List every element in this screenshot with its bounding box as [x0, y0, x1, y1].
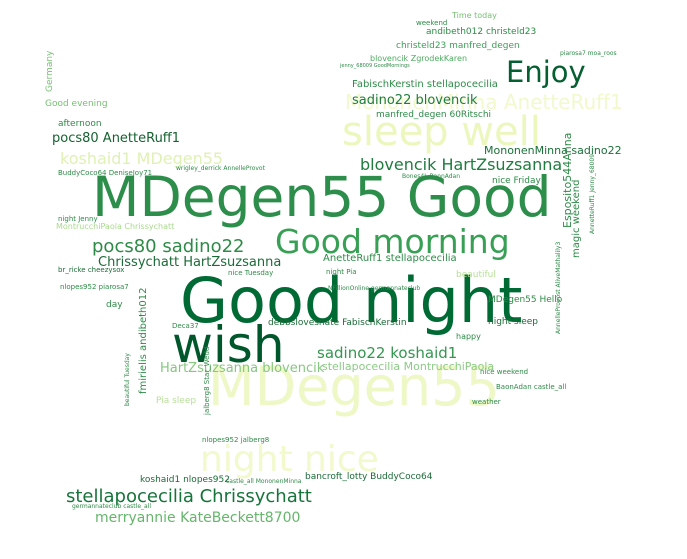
word: Good night	[180, 264, 523, 337]
word: night sleep	[488, 317, 538, 327]
word: pocs80 sadino22	[92, 236, 245, 257]
word: happy	[456, 332, 481, 341]
word: jenny_68009 GoodMornings	[340, 63, 410, 69]
word: nlopes952 jalberg8	[202, 436, 270, 444]
word: nice Tuesday	[228, 269, 274, 277]
word: HartZsuzsanna blovencik	[160, 361, 325, 376]
word: Deca37	[172, 322, 199, 330]
word: Pia sleep	[156, 396, 197, 406]
word: andibeth012 christeld23	[426, 27, 537, 37]
word: weather	[472, 398, 501, 406]
word: nlopes952 piarosa7	[60, 283, 129, 291]
word: wish	[172, 316, 285, 374]
word: FabischKerstin stellapocecilia	[352, 79, 498, 90]
word: night nice	[200, 439, 379, 480]
word: Good morning	[275, 222, 510, 261]
word: Time today	[452, 11, 497, 20]
word: MononenMinna AnetteRuff1	[345, 90, 623, 114]
word: MontrucchiPaola Chrissychatt	[56, 222, 175, 231]
word: sadino22 blovencik	[352, 93, 478, 108]
word: BaonAdan castle_all	[496, 383, 567, 391]
word: beautiful Tuesday	[124, 353, 131, 406]
word: night Jenny	[58, 215, 98, 223]
word: Enjoy	[506, 55, 586, 89]
word: merryannie KateBeckett8700	[95, 510, 301, 526]
word: BuddyCoco64 DeniseJoy71	[58, 169, 153, 177]
word: weekend	[416, 19, 448, 27]
word: germannateclub castle_all	[72, 503, 152, 510]
word: piarosa7 moa_roos	[560, 50, 617, 57]
word: Germany	[45, 50, 55, 92]
word: night Pia	[326, 268, 357, 276]
word: stellapocecilia MontrucchiPaola	[322, 360, 495, 373]
word: MDegen55	[208, 355, 500, 418]
word: beautiful	[456, 270, 496, 280]
word: day	[106, 300, 123, 310]
word: MDegen55 Hello	[488, 295, 563, 305]
word: AnnelleProvost AliveMathalily3	[555, 241, 562, 334]
word: nice weekend	[480, 368, 529, 376]
word: blovencik ZgrodekKaren	[370, 54, 468, 63]
word: magic weekend	[571, 179, 582, 258]
word: br_ricke cheezysox	[58, 266, 125, 274]
word: MDegen55 Good	[92, 165, 552, 229]
word: castle_all MononenMinna	[226, 478, 302, 485]
word: sadino22 koshaid1	[317, 344, 458, 362]
word: Good evening	[45, 99, 108, 109]
word: sleep well	[342, 109, 541, 155]
word: jalberg8 Star_Wedd	[203, 346, 211, 415]
word: bancroft_lotty BuddyCoco64	[305, 472, 433, 482]
word: koshaid1 MDegen55	[60, 149, 224, 168]
word: nice Friday	[492, 176, 541, 186]
word: blovencik HartZsuzsanna	[360, 155, 563, 174]
word: stellapocecilia Chrissychatt	[66, 486, 312, 507]
word: afternoon	[58, 119, 102, 129]
word: manfred_degen 60Ritschi	[376, 110, 492, 120]
word: debbslovesnate FabischKerstin	[268, 318, 407, 328]
word: pocs80 AnetteRuff1	[52, 131, 181, 146]
word: MononenMinna sadino22	[484, 144, 622, 157]
word: christeld23 manfred_degen	[396, 41, 520, 51]
word: wrigley_derrick AnnelleProvot	[176, 165, 265, 172]
word: Chrissychatt HartZsuzsanna	[98, 255, 282, 270]
word: AnetteRuff1 stellapocecilia	[323, 253, 457, 264]
word: koshaid1 nlopes952	[140, 475, 230, 485]
word: Bones4L BaonAdan	[402, 173, 461, 180]
word: fmirielis andibeth012	[138, 287, 149, 394]
word: NFillionOnline germannateclub	[328, 285, 421, 292]
word: AnnetteRuff1 Jenny_68009	[589, 153, 596, 234]
